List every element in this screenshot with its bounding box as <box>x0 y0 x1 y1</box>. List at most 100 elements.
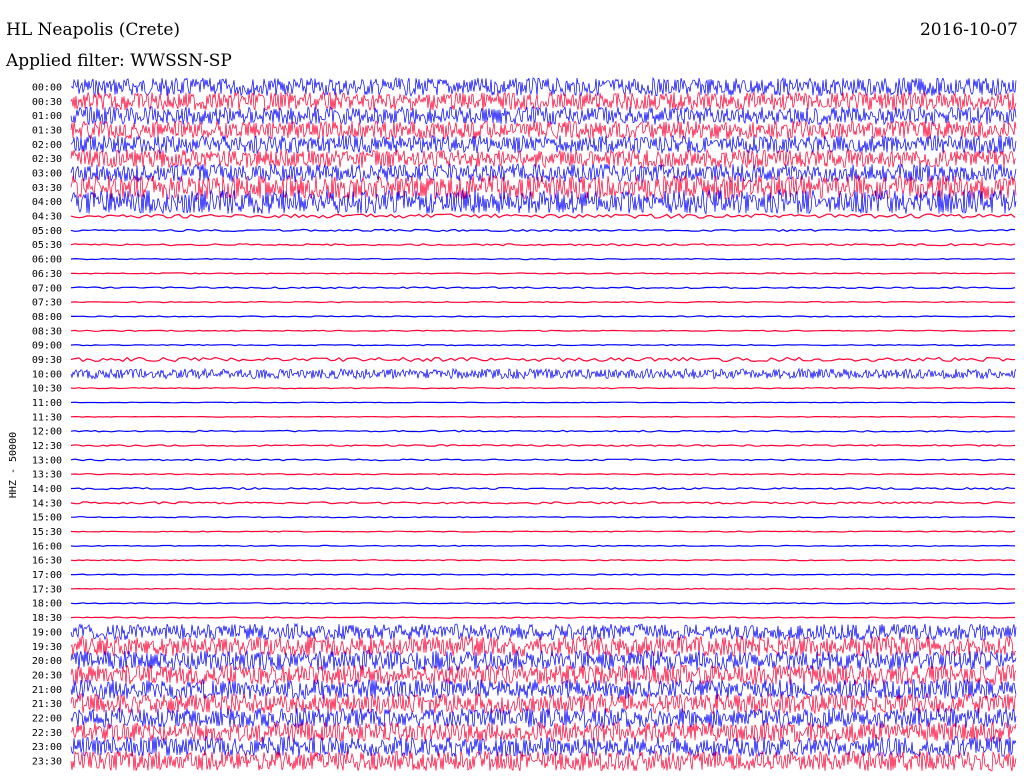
time-tick-label: 12:30 <box>32 441 62 452</box>
time-tick-label: 04:30 <box>32 212 62 223</box>
filter-label: Applied filter: WWSSN-SP <box>6 51 232 71</box>
time-tick-label: 23:00 <box>32 742 62 753</box>
time-tick-label: 17:00 <box>32 570 62 581</box>
trace-line <box>70 213 1016 219</box>
trace-line <box>70 286 1016 290</box>
trace-line <box>70 329 1016 332</box>
time-tick-label: 16:30 <box>32 556 62 567</box>
time-tick-label: 03:00 <box>32 169 62 180</box>
trace-line <box>70 119 1017 140</box>
time-tick-label: 00:30 <box>32 97 62 108</box>
time-tick-label: 19:00 <box>32 627 62 638</box>
trace-line <box>70 300 1016 304</box>
time-tick-label: 06:30 <box>32 269 62 280</box>
time-tick-label: 07:00 <box>32 283 62 294</box>
time-tick-label: 20:30 <box>32 670 62 681</box>
trace-line <box>70 148 1017 169</box>
trace-line <box>70 343 1016 347</box>
trace-line <box>70 458 1016 462</box>
station-title: HL Neapolis (Crete) <box>6 20 181 40</box>
trace-line <box>70 635 1017 658</box>
time-tick-label: 05:30 <box>32 240 62 251</box>
time-tick-label: 02:00 <box>32 140 62 151</box>
time-tick-label: 22:00 <box>32 713 62 724</box>
time-tick-label: 23:30 <box>32 756 62 767</box>
time-tick-label: 19:30 <box>32 642 62 653</box>
time-tick-label: 11:30 <box>32 412 62 423</box>
time-tick-label: 18:30 <box>32 613 62 624</box>
trace-line <box>70 616 1015 619</box>
trace-line <box>70 749 1017 772</box>
time-tick-label: 01:30 <box>32 126 62 137</box>
time-tick-label: 21:00 <box>32 685 62 696</box>
time-tick-label: 04:00 <box>32 197 62 208</box>
time-tick-label: 13:30 <box>32 470 62 481</box>
trace-group <box>70 76 1017 772</box>
time-tick-label: 15:00 <box>32 513 62 524</box>
time-tick-label: 01:00 <box>32 111 62 122</box>
trace-line <box>70 602 1016 605</box>
trace-line <box>70 415 1016 418</box>
time-tick-label: 10:00 <box>32 369 62 380</box>
time-tick-labels: 00:00 00:30 01:00 01:30 02:00 02:30 03:00 03:30… <box>32 83 62 768</box>
time-tick-label: 09:00 <box>32 341 62 352</box>
time-tick-label: 22:30 <box>32 728 62 739</box>
trace-line <box>70 386 1015 390</box>
time-tick-label: 15:30 <box>32 527 62 538</box>
trace-line <box>70 76 1017 97</box>
time-tick-label: 14:00 <box>32 484 62 495</box>
time-tick-label: 14:30 <box>32 498 62 509</box>
time-tick-label: 07:30 <box>32 298 62 309</box>
trace-line <box>70 134 1017 155</box>
time-tick-label: 05:00 <box>32 226 62 237</box>
trace-line <box>70 501 1016 505</box>
channel-axis-label: HHZ - 50000 <box>8 432 19 498</box>
time-tick-label: 21:30 <box>32 699 62 710</box>
trace-line <box>70 663 1017 687</box>
trace-line <box>70 367 1017 380</box>
time-tick-label: 06:00 <box>32 255 62 266</box>
time-tick-label: 13:00 <box>32 455 62 466</box>
trace-line <box>70 678 1017 701</box>
time-tick-label: 03:30 <box>32 183 62 194</box>
trace-line <box>70 587 1016 591</box>
trace-line <box>70 105 1017 126</box>
trace-line <box>70 486 1015 491</box>
trace-line <box>70 174 1017 201</box>
trace-line <box>71 516 1016 519</box>
trace-line <box>70 356 1016 363</box>
trace-line <box>70 257 1016 261</box>
time-tick-label: 09:30 <box>32 355 62 366</box>
time-tick-label: 17:30 <box>32 584 62 595</box>
trace-line <box>70 622 1017 642</box>
trace-line <box>70 473 1016 476</box>
time-tick-label: 10:30 <box>32 384 62 395</box>
trace-line <box>70 401 1016 404</box>
trace-line <box>71 315 1016 318</box>
trace-line <box>70 243 1016 247</box>
trace-line <box>70 544 1016 548</box>
trace-line <box>70 189 1017 215</box>
trace-line <box>70 444 1016 447</box>
trace-line <box>70 573 1016 576</box>
trace-line <box>70 228 1016 233</box>
time-tick-label: 02:30 <box>32 154 62 165</box>
trace-line <box>70 530 1016 533</box>
trace-line <box>70 692 1017 715</box>
time-tick-label: 18:00 <box>32 599 62 610</box>
date-label: 2016-10-07 <box>919 20 1018 40</box>
trace-line <box>70 272 1016 275</box>
time-tick-label: 11:00 <box>32 398 62 409</box>
time-tick-label: 08:00 <box>32 312 62 323</box>
time-tick-label: 08:30 <box>32 326 62 337</box>
trace-line <box>70 649 1017 672</box>
time-tick-label: 12:00 <box>32 427 62 438</box>
time-tick-label: 00:00 <box>32 83 62 94</box>
time-tick-label: 16:00 <box>32 541 62 552</box>
trace-line <box>70 559 1016 562</box>
trace-line <box>70 721 1017 744</box>
trace-line <box>70 706 1017 730</box>
time-tick-label: 20:00 <box>32 656 62 667</box>
trace-line <box>70 429 1016 433</box>
